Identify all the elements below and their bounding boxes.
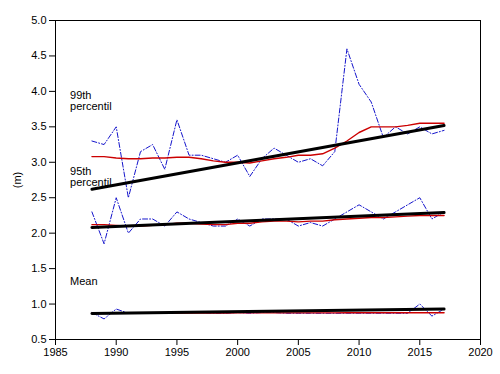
svg-text:2.5: 2.5 (31, 191, 46, 203)
svg-text:4.0: 4.0 (31, 85, 46, 97)
svg-text:Mean: Mean (70, 275, 98, 287)
svg-text:1.0: 1.0 (31, 298, 46, 310)
svg-text:(m): (m) (11, 172, 23, 189)
svg-text:5.0: 5.0 (31, 14, 46, 26)
svg-text:4.5: 4.5 (31, 49, 46, 61)
svg-text:2015: 2015 (408, 346, 432, 358)
svg-text:2010: 2010 (347, 346, 371, 358)
svg-text:99thpercentil: 99thpercentil (70, 89, 112, 112)
svg-text:1985: 1985 (43, 346, 67, 358)
svg-text:2000: 2000 (225, 346, 249, 358)
svg-text:2.0: 2.0 (31, 227, 46, 239)
svg-text:2020: 2020 (468, 346, 492, 358)
svg-text:1990: 1990 (104, 346, 128, 358)
svg-text:1.5: 1.5 (31, 262, 46, 274)
svg-text:3.0: 3.0 (31, 156, 46, 168)
svg-text:3.5: 3.5 (31, 120, 46, 132)
svg-text:2005: 2005 (286, 346, 310, 358)
svg-text:0.5: 0.5 (31, 333, 46, 345)
svg-text:95thpercentil: 95thpercentil (70, 165, 112, 188)
svg-text:1995: 1995 (165, 346, 189, 358)
